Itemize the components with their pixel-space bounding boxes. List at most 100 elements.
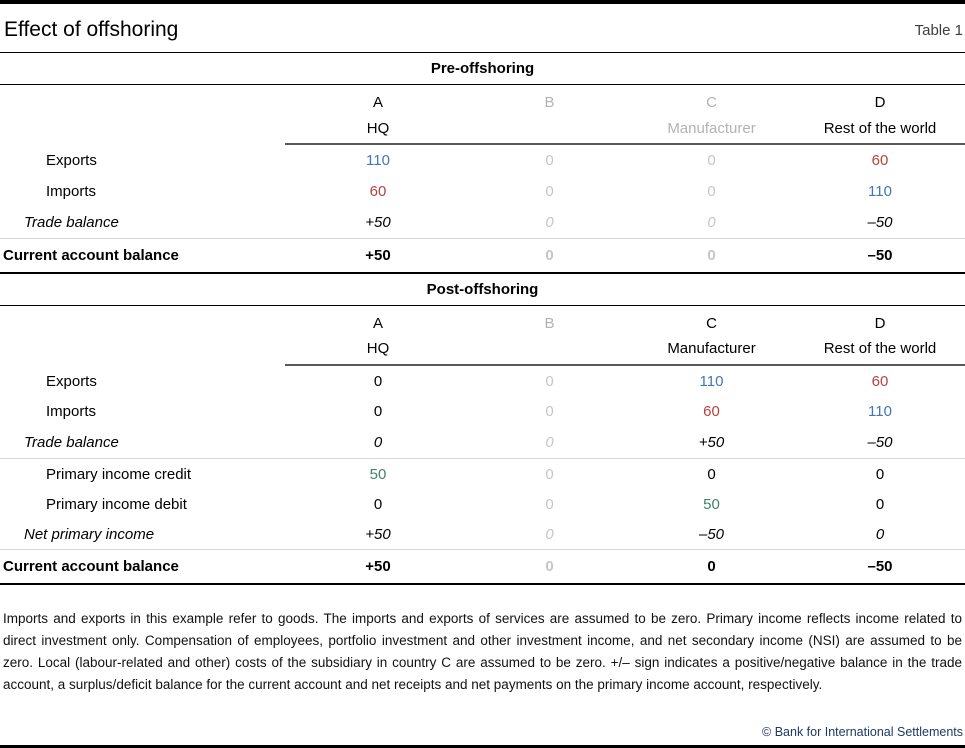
post-column-letters-row: A B C D (0, 306, 965, 334)
section-divider (0, 271, 965, 274)
cell-value: +50 (365, 525, 391, 543)
cell-value: 0 (545, 465, 554, 483)
cell-value: 0 (545, 246, 554, 264)
footnote: Imports and exports in this example refe… (3, 611, 962, 693)
cell-value: 0 (707, 182, 716, 200)
row-label: Primary income debit (46, 495, 187, 513)
copyright-notice: © Bank for International Settlements (762, 724, 963, 739)
pre-column-letter-d: D (874, 94, 886, 112)
pre-column-name-c: Manufacturer (667, 119, 756, 137)
table-row-post-exports: Exports 0 0 110 60 (0, 366, 965, 397)
row-label: Primary income credit (46, 465, 192, 483)
pre-column-names-row: HQ Manufacturer Rest of the world (0, 113, 965, 143)
cell-value: 0 (373, 434, 383, 452)
cell-value: 0 (707, 558, 716, 576)
row-label: Net primary income (24, 525, 155, 543)
table-row-pre-trade-balance: Trade balance +50 0 0 –50 (0, 207, 965, 238)
row-label: Current account balance (3, 558, 179, 576)
cell-value: 0 (875, 525, 885, 543)
page-title: Effect of offshoring (4, 18, 179, 41)
cell-value: 0 (545, 372, 554, 390)
table-row-pre-current-account-balance: Current account balance +50 0 0 –50 (0, 239, 965, 272)
cell-value: +50 (365, 246, 391, 264)
section-title-pre-offshoring: Pre-offshoring (0, 53, 965, 85)
post-column-underline (285, 363, 965, 366)
cell-value: 50 (369, 465, 387, 483)
cell-value: 60 (369, 182, 387, 200)
cell-value: 0 (875, 495, 885, 513)
post-column-name-d: Rest of the world (823, 340, 937, 358)
cell-value: –50 (867, 558, 893, 576)
row-label: Current account balance (3, 246, 179, 264)
cell-value: 110 (699, 372, 724, 390)
bottom-rule (0, 745, 965, 748)
cell-value: 0 (545, 151, 554, 169)
post-column-letter-b: B (544, 314, 555, 332)
table-row-pre-imports: Imports 60 0 0 110 (0, 176, 965, 207)
pre-column-letters-row: A B C D (0, 85, 965, 113)
table-row-post-imports: Imports 0 0 60 110 (0, 397, 965, 428)
cell-value: –50 (867, 434, 893, 452)
table-row-post-current-account-balance: Current account balance +50 0 0 –50 (0, 550, 965, 583)
cell-value: 60 (871, 151, 889, 169)
table-number-label: Table 1 (914, 22, 963, 39)
cell-value: 50 (703, 495, 720, 513)
pre-column-letter-b: B (544, 94, 555, 112)
cell-value: 0 (545, 558, 554, 576)
cell-value: +50 (365, 213, 391, 231)
cell-value: 0 (545, 182, 554, 200)
cell-value: 0 (707, 213, 716, 231)
row-label: Exports (46, 372, 97, 390)
table-row-pre-exports: Exports 110 0 0 60 (0, 145, 965, 176)
pre-column-name-a: HQ (366, 119, 390, 137)
table-row-post-trade-balance: Trade balance 0 0 +50 –50 (0, 427, 965, 458)
row-label: Trade balance (24, 213, 119, 231)
cell-value: 0 (545, 434, 554, 452)
post-column-letter-c: C (706, 314, 717, 332)
cell-value: 0 (707, 465, 716, 483)
divider (0, 237, 965, 239)
cell-value: 0 (707, 246, 716, 264)
cell-value: 0 (707, 151, 716, 169)
cell-value: +50 (698, 434, 725, 452)
post-column-name-a: HQ (366, 340, 390, 358)
table-row-primary-income-debit: Primary income debit 0 0 50 0 (0, 489, 965, 519)
row-label: Trade balance (24, 434, 119, 452)
row-label: Exports (46, 151, 97, 169)
cell-value: 0 (373, 372, 383, 390)
divider (0, 458, 965, 460)
post-column-name-c: Manufacturer (667, 340, 756, 358)
cell-value: 0 (545, 403, 554, 421)
cell-value: 0 (545, 495, 554, 513)
top-rule (0, 0, 965, 4)
cell-value: 110 (366, 151, 390, 169)
table-header: Effect of offshoring Table 1 (0, 4, 965, 53)
cell-value: +50 (365, 558, 391, 576)
pre-column-name-d: Rest of the world (823, 119, 937, 137)
cell-value: 0 (545, 213, 554, 231)
row-label: Imports (46, 182, 97, 200)
cell-value: –50 (698, 525, 725, 543)
row-label: Imports (46, 403, 97, 421)
pre-column-underline (285, 143, 965, 146)
cell-value: 0 (373, 403, 383, 421)
post-column-letter-d: D (874, 314, 886, 332)
section-title-post-offshoring: Post-offshoring (0, 274, 965, 306)
cell-value: –50 (867, 246, 893, 264)
cell-value: 0 (875, 465, 885, 483)
table-row-primary-income-credit: Primary income credit 50 0 0 0 (0, 459, 965, 489)
cell-value: 0 (373, 495, 383, 513)
cell-value: 60 (703, 403, 720, 421)
post-column-names-row: HQ Manufacturer Rest of the world (0, 334, 965, 364)
cell-value: 60 (871, 372, 889, 390)
post-column-letter-a: A (372, 314, 383, 332)
pre-column-letter-a: A (372, 94, 383, 112)
cell-value: 110 (868, 403, 892, 421)
divider (0, 549, 965, 551)
table-row-net-primary-income: Net primary income +50 0 –50 0 (0, 519, 965, 549)
cell-value: –50 (867, 213, 893, 231)
cell-value: 110 (868, 182, 892, 200)
pre-column-letter-c: C (706, 94, 717, 112)
table-bottom-divider (0, 582, 965, 585)
